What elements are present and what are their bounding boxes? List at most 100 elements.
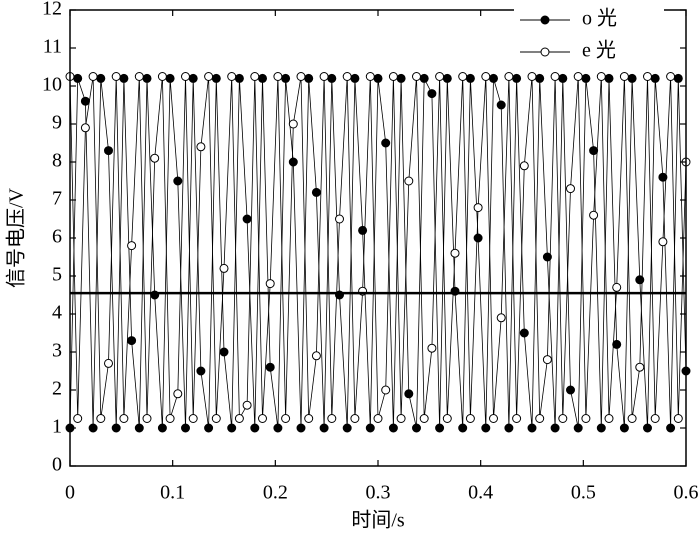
data-point bbox=[196, 366, 206, 376]
data-point bbox=[442, 73, 452, 83]
data-point bbox=[419, 414, 429, 423]
data-point bbox=[550, 423, 560, 433]
y-tick-label: 2 bbox=[52, 378, 62, 400]
y-tick-label: 9 bbox=[52, 112, 62, 134]
data-point bbox=[188, 73, 198, 83]
legend-label: o 光 bbox=[582, 7, 617, 30]
data-point bbox=[542, 355, 552, 365]
data-point bbox=[265, 279, 275, 289]
data-point bbox=[596, 72, 606, 81]
data-point bbox=[319, 423, 329, 433]
data-point bbox=[419, 73, 429, 83]
data-point bbox=[157, 72, 167, 81]
data-point bbox=[381, 138, 391, 148]
x-tick-label: 0.1 bbox=[160, 482, 185, 504]
data-point bbox=[304, 414, 314, 423]
legend-bg bbox=[514, 40, 664, 66]
data-point bbox=[365, 423, 375, 433]
data-point bbox=[542, 252, 552, 262]
x-tick-label: 0.3 bbox=[366, 482, 391, 504]
data-point bbox=[119, 73, 129, 83]
data-point bbox=[73, 73, 83, 83]
data-point bbox=[643, 423, 652, 433]
data-point bbox=[96, 73, 106, 83]
data-point bbox=[119, 414, 129, 423]
data-point bbox=[558, 73, 568, 83]
data-point bbox=[512, 73, 522, 83]
data-point bbox=[281, 414, 291, 423]
data-point bbox=[258, 73, 267, 83]
data-point bbox=[581, 73, 591, 83]
data-point bbox=[612, 339, 622, 349]
data-point bbox=[327, 73, 337, 83]
data-point bbox=[304, 73, 314, 83]
data-point bbox=[111, 423, 121, 433]
data-point bbox=[219, 263, 229, 273]
data-point bbox=[442, 414, 452, 423]
data-point bbox=[273, 72, 283, 81]
data-point bbox=[296, 423, 306, 433]
data-point bbox=[504, 423, 514, 433]
data-point bbox=[104, 358, 113, 368]
data-point bbox=[142, 414, 152, 423]
data-point bbox=[581, 414, 591, 423]
data-point bbox=[635, 362, 645, 372]
data-point bbox=[111, 72, 121, 81]
data-point bbox=[281, 73, 291, 83]
data-point bbox=[80, 96, 90, 106]
data-point bbox=[604, 73, 614, 83]
data-point bbox=[489, 73, 498, 83]
data-point bbox=[535, 73, 545, 83]
y-axis-label: 信号电压/V bbox=[5, 187, 28, 288]
data-point bbox=[527, 423, 537, 433]
data-point bbox=[211, 73, 221, 83]
data-point bbox=[88, 72, 98, 81]
data-point bbox=[489, 414, 498, 423]
data-point bbox=[519, 161, 529, 171]
data-point bbox=[412, 72, 421, 81]
data-point bbox=[350, 414, 360, 423]
data-point bbox=[527, 72, 537, 81]
y-tick-label: 12 bbox=[42, 0, 62, 20]
legend-marker bbox=[540, 47, 550, 57]
x-tick-label: 0 bbox=[65, 482, 75, 504]
y-tick-label: 1 bbox=[52, 416, 62, 438]
series-line bbox=[69, 76, 687, 420]
data-point bbox=[365, 72, 375, 81]
data-point bbox=[650, 73, 660, 83]
data-point bbox=[227, 423, 237, 433]
y-tick-label: 4 bbox=[52, 302, 62, 324]
data-point bbox=[250, 72, 260, 81]
data-point bbox=[234, 414, 244, 423]
y-tick-label: 11 bbox=[43, 36, 62, 58]
y-tick-label: 6 bbox=[52, 226, 62, 248]
data-point bbox=[204, 72, 214, 81]
data-point bbox=[127, 241, 137, 251]
data-point bbox=[481, 423, 491, 433]
data-point bbox=[242, 214, 252, 224]
y-tick-label: 3 bbox=[52, 340, 62, 362]
y-tick-label: 10 bbox=[42, 74, 62, 96]
y-tick-label: 5 bbox=[52, 264, 62, 286]
data-point bbox=[311, 187, 321, 197]
data-point bbox=[273, 423, 283, 433]
data-point bbox=[296, 72, 306, 81]
data-point bbox=[373, 414, 383, 423]
series-line bbox=[69, 78, 687, 429]
data-point bbox=[504, 72, 514, 81]
data-point bbox=[435, 423, 445, 433]
data-point bbox=[404, 389, 414, 399]
data-point bbox=[150, 153, 160, 163]
data-point bbox=[519, 328, 529, 338]
data-point bbox=[127, 336, 137, 346]
data-point bbox=[104, 146, 113, 156]
data-point bbox=[673, 73, 683, 83]
data-point bbox=[204, 423, 214, 433]
data-point bbox=[319, 72, 329, 81]
data-point bbox=[134, 423, 144, 433]
data-point bbox=[573, 423, 583, 433]
data-point bbox=[496, 100, 506, 110]
data-point bbox=[350, 73, 360, 83]
data-point bbox=[173, 176, 183, 186]
data-point bbox=[435, 72, 445, 81]
